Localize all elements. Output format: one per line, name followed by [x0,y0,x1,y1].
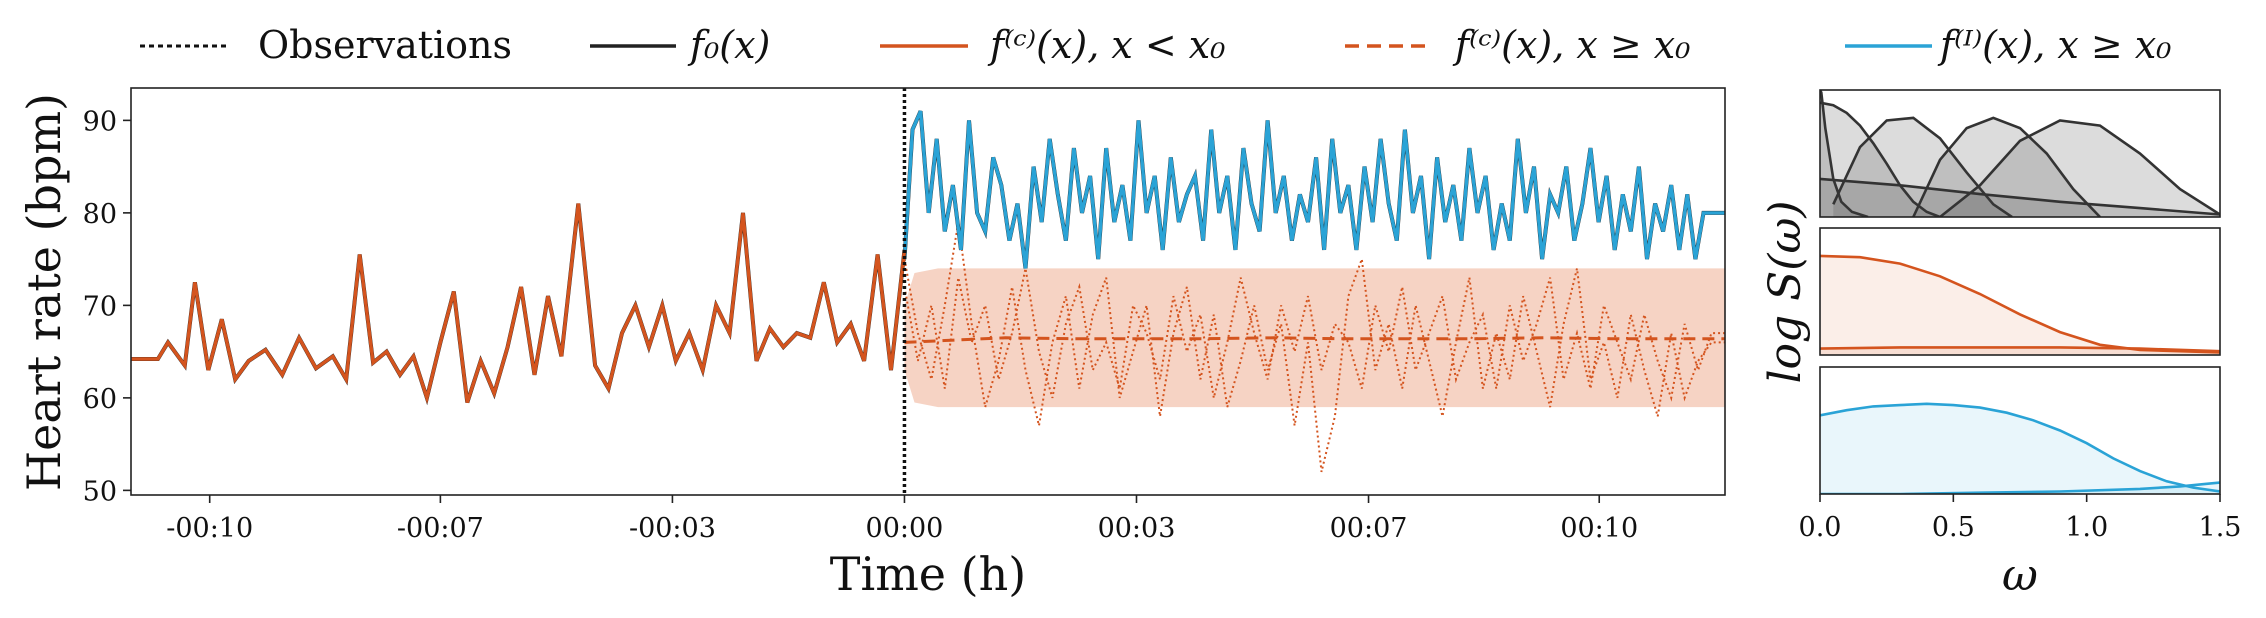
fc-sample-line-0 [903,221,1725,473]
spectrum-f0-line-4 [1939,119,2220,217]
spectrum-x-tick-label-0: 0.0 [1799,512,1842,543]
y-axis-label: Heart rate (bpm) [17,93,71,491]
legend-label-observations: Observations [258,23,512,67]
spectrum-f0-frame [1819,89,2221,218]
spectrum-f0-line-1 [1820,101,1941,217]
x-axis-label: Time (h) [830,547,1026,601]
spectrum-f0-area-0 [1820,90,1868,217]
spectrum-fi-line-0 [1820,402,2220,493]
spectrum-f0-line-2 [1832,116,2013,217]
spectrum-x-tick-label-1: 0.5 [1932,512,1975,543]
legend-label-fc-before: f⁽ᶜ⁾(x), x < x₀ [987,23,1225,67]
spectrum-x-tick-label-2: 1.0 [2065,512,2108,543]
fc-past-line [131,203,907,405]
x-tick-label-6: 00:10 [1560,513,1638,544]
fc-mean-line [904,336,1725,344]
legend-label-fc-after: f⁽ᶜ⁾(x), x ≥ x₀ [1452,23,1690,67]
x-tick-label-5: 00:07 [1330,513,1408,544]
spectrum-fi-area-0 [1820,403,2220,494]
spectrum-x-tick-label-3: 1.5 [2199,512,2242,543]
spectrum-panels: 0.0 0.5 1.0 1.5 log S(ω) ω [1760,89,2242,601]
spectrum-f0-line-3 [1912,116,2101,217]
main-plot: -00:10 -00:07 -00:03 00:00 00:03 00:07 00:10 5… [17,87,1726,601]
y-tick-label-1: 60 [83,384,117,415]
x-tick-label-1: -00:07 [397,513,484,544]
spectrum-fi-area-1 [1820,482,2220,494]
x-tick-label-4: 00:03 [1098,513,1176,544]
spectrum-f0-area-4 [1940,120,2220,217]
y-tick-label-2: 70 [83,291,117,322]
legend-label-fi-after: f⁽ᴵ⁾(x), x ≥ x₀ [1937,23,2172,67]
spectrum-y-label: log S(ω) [1760,200,1811,383]
spectrum-f0-area-1 [1820,102,1940,217]
main-plot-frame [130,87,1726,496]
legend-label-f0: f₀(x) [687,23,770,67]
fc-sample-line-1 [903,268,1725,402]
fi-future-line [902,110,1725,269]
y-tick-label-4: 90 [83,106,117,137]
spectrum-x-label: ω [2002,550,2038,601]
spectrum-fc-line-1 [1820,346,2220,353]
spectrum-fc-frame [1819,227,2221,356]
x-tick-label-0: -00:10 [166,513,253,544]
x-tick-label-2: -00:03 [629,513,716,544]
spectrum-fi-frame [1819,366,2221,495]
legend: Observations f₀(x) f⁽ᶜ⁾(x), x < x₀ f⁽ᶜ⁾(… [140,23,2172,67]
y-tick-label-3: 80 [83,199,117,230]
x-tick-label-3: 00:00 [866,513,944,544]
spectrum-f0-line-5 [1820,177,2220,216]
spectrum-fc-area-0 [1820,255,2220,355]
y-tick-label-0: 50 [83,476,117,507]
